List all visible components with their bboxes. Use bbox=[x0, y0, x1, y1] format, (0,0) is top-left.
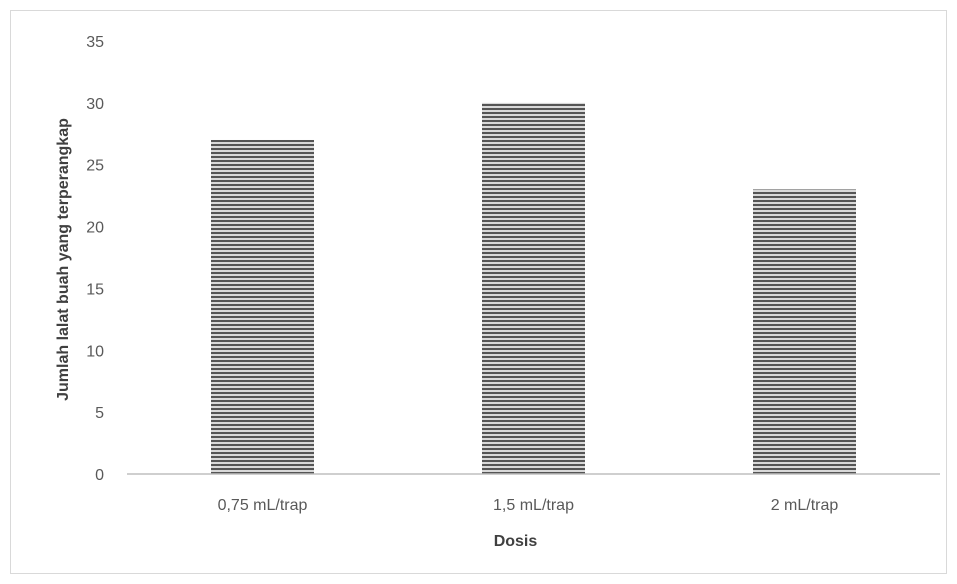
x-tick-label: 2 mL/trap bbox=[771, 497, 839, 514]
y-axis-title: Jumlah lalat buah yang terperangkap bbox=[55, 118, 72, 401]
y-tick-label: 20 bbox=[86, 220, 104, 237]
y-tick-label: 30 bbox=[86, 96, 104, 113]
x-axis-title: Dosis bbox=[494, 533, 538, 550]
bar bbox=[482, 102, 585, 474]
y-tick-label: 0 bbox=[95, 467, 104, 484]
bar bbox=[753, 189, 856, 474]
bars bbox=[211, 102, 856, 474]
x-tick-label: 1,5 mL/trap bbox=[493, 497, 574, 514]
y-tick-label: 15 bbox=[86, 281, 104, 298]
y-tick-label: 10 bbox=[86, 343, 104, 360]
y-tick-label: 35 bbox=[86, 34, 104, 51]
bar bbox=[211, 139, 314, 474]
x-axis-ticks: 0,75 mL/trap 1,5 mL/trap 2 mL/trap bbox=[218, 497, 839, 514]
x-tick-label: 0,75 mL/trap bbox=[218, 497, 308, 514]
y-tick-label: 5 bbox=[95, 405, 104, 422]
y-tick-label: 25 bbox=[86, 158, 104, 175]
y-axis-ticks: 0 5 10 15 20 25 30 35 bbox=[86, 34, 104, 484]
